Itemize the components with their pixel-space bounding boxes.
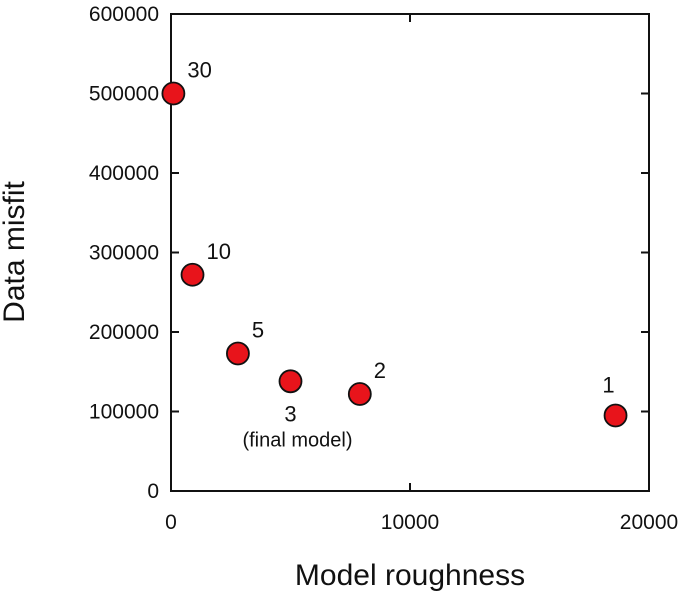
axis-ticks (170, 13, 650, 492)
x-tick-label: 0 (165, 511, 177, 534)
x-axis-title: Model roughness (295, 559, 525, 592)
data-point (603, 403, 628, 428)
tick-labels: 0 100000 200000 300000 400000 500000 600000 0 10… (89, 3, 678, 534)
y-tick-label: 200000 (89, 321, 159, 344)
y-tick-label: 0 (147, 480, 159, 503)
point-label: 5 (252, 317, 264, 342)
point-label: 1 (602, 372, 614, 397)
data-point (278, 369, 303, 394)
point-note: (final model) (242, 429, 352, 451)
data-point (226, 341, 250, 366)
y-tick-label: 500000 (89, 83, 159, 106)
point-label: 2 (374, 358, 386, 383)
y-axis-title: Data misfit (0, 180, 31, 322)
point-label: 3 (284, 401, 296, 426)
point-labels: 30 10 5 3 (final model) 2 1 (187, 58, 614, 452)
point-label: 30 (187, 58, 211, 83)
y-tick-label: 100000 (89, 401, 159, 424)
data-points (161, 81, 628, 428)
y-tick-label: 400000 (89, 162, 159, 185)
y-tick-label: 600000 (89, 3, 159, 26)
y-tick-label: 300000 (89, 242, 159, 265)
plot-frame (170, 13, 650, 492)
x-tick-label: 10000 (381, 511, 439, 534)
data-point (161, 81, 186, 106)
point-label: 10 (207, 239, 231, 264)
data-point (347, 382, 372, 406)
data-point (180, 262, 205, 287)
x-tick-label: 20000 (620, 511, 678, 534)
